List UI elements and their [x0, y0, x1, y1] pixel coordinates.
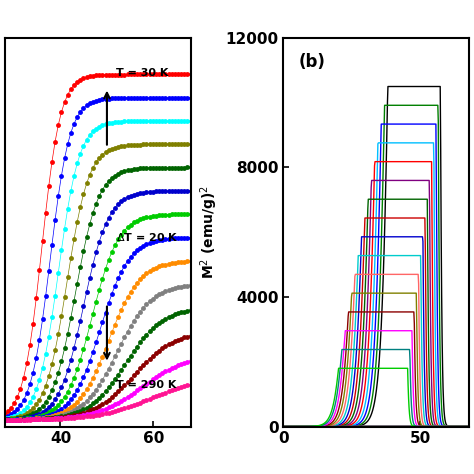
Y-axis label: M$^2$ (emu/g)$^2$: M$^2$ (emu/g)$^2$ [198, 185, 220, 279]
Text: T = 290 K: T = 290 K [116, 380, 177, 390]
Text: $\Delta$T = 20 K: $\Delta$T = 20 K [116, 231, 179, 243]
Text: (b): (b) [298, 54, 325, 72]
Text: T = 30 K: T = 30 K [116, 68, 169, 78]
